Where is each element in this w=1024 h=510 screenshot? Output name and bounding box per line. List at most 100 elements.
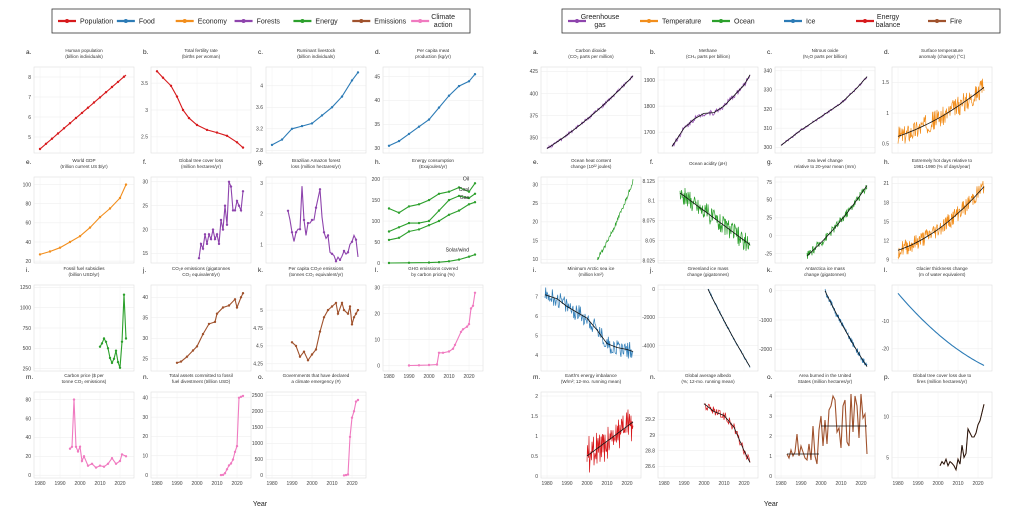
y-tick-label: 75 bbox=[766, 180, 772, 186]
panel-title-line: (m of water equivalent) bbox=[919, 272, 966, 277]
y-tick-label: 350 bbox=[530, 136, 539, 142]
panel-frame bbox=[774, 66, 876, 154]
data-point bbox=[342, 308, 346, 312]
panel-letter: l. bbox=[375, 267, 378, 274]
y-tick-label: 2 bbox=[535, 394, 538, 400]
panel-title-line: (%; 12-mo. running mean) bbox=[681, 379, 735, 384]
data-point bbox=[407, 364, 411, 367]
data-point bbox=[74, 445, 78, 448]
panel-title-line: (CH₄ parts per billion) bbox=[686, 54, 730, 59]
panel-title-line: a climate emergency (#) bbox=[291, 379, 341, 384]
data-point bbox=[80, 111, 84, 115]
y-tick-label: 20 bbox=[532, 220, 538, 226]
data-point bbox=[447, 198, 451, 202]
data-point bbox=[387, 144, 391, 147]
y-tick-label: 30 bbox=[142, 336, 148, 342]
panel-Rl: l. Glacier thickness change(m of water eq… bbox=[882, 266, 993, 372]
data-point bbox=[326, 234, 330, 237]
data-point bbox=[98, 96, 102, 99]
y-tick-label: 29.2 bbox=[645, 417, 655, 423]
panel-letter: j. bbox=[142, 267, 146, 274]
y-tick-label: 30 bbox=[374, 146, 380, 152]
panel-Lh: h. Energy consumption(Exajoules/yr) 0 50 100… bbox=[372, 158, 484, 267]
left-legend-swatch-marker bbox=[418, 19, 423, 23]
data-point bbox=[348, 435, 352, 439]
data-point bbox=[435, 363, 439, 366]
data-point bbox=[100, 342, 104, 345]
data-point bbox=[175, 361, 179, 364]
y-tick-label: 1800 bbox=[644, 104, 655, 110]
data-point bbox=[76, 450, 80, 453]
y-tick-label: 80 bbox=[25, 397, 31, 403]
data-point bbox=[437, 261, 441, 264]
data-point bbox=[102, 337, 106, 340]
data-point bbox=[205, 242, 209, 246]
y-tick-label: 310 bbox=[764, 126, 773, 132]
panel-title-line: Earth's energy imbalance bbox=[565, 373, 617, 378]
data-point bbox=[427, 363, 431, 367]
panel-title-line: (million km²) bbox=[578, 272, 603, 277]
data-point bbox=[427, 261, 431, 264]
data-point bbox=[397, 236, 401, 239]
x-tick-label: 2020 bbox=[738, 481, 749, 487]
data-point bbox=[80, 459, 84, 463]
trend-line bbox=[806, 185, 868, 257]
data-point bbox=[451, 347, 455, 350]
y-tick-label: 4 bbox=[769, 394, 772, 400]
panel-title-line: production (kg/yr) bbox=[415, 54, 451, 59]
y-tick-label: 20 bbox=[25, 454, 31, 460]
data-point bbox=[310, 353, 314, 356]
y-tick-label: 20 bbox=[374, 311, 380, 317]
data-point bbox=[340, 301, 344, 305]
data-point bbox=[326, 308, 330, 312]
data-point bbox=[74, 116, 78, 120]
y-tick-label: 250 bbox=[23, 366, 32, 372]
data-point bbox=[98, 215, 102, 219]
panel-Rb: b. Methane(CH₄ parts per billion) 1700 1800… bbox=[644, 48, 759, 154]
data-point bbox=[175, 95, 179, 98]
data-point bbox=[225, 468, 229, 471]
data-point bbox=[211, 228, 215, 231]
panel-title-line: Nitrous oxide bbox=[812, 48, 839, 53]
data-point bbox=[314, 348, 318, 351]
data-point bbox=[342, 474, 346, 477]
data-point bbox=[201, 247, 205, 250]
data-point bbox=[215, 312, 219, 315]
x-tick-label: 2000 bbox=[191, 481, 202, 487]
left-legend-item-1: Food bbox=[116, 19, 155, 26]
right-legend-label: Energy bbox=[877, 14, 900, 21]
panel-frame bbox=[265, 391, 367, 479]
y-tick-label: 300 bbox=[764, 145, 773, 151]
data-point bbox=[286, 209, 290, 212]
data-point bbox=[116, 80, 120, 84]
panel-Rf: f. Ocean acidity (pH) 8.025 8.05 8.075 8.1 8.1… bbox=[642, 159, 759, 264]
x-tick-label: 2010 bbox=[326, 481, 337, 487]
panel-frame bbox=[657, 284, 759, 372]
data-point bbox=[473, 253, 477, 256]
x-tick-label: 2000 bbox=[306, 481, 317, 487]
data-point bbox=[407, 221, 411, 225]
data-point bbox=[306, 359, 310, 362]
data-point bbox=[302, 350, 306, 353]
data-point bbox=[342, 249, 346, 253]
data-point bbox=[38, 253, 42, 256]
data-point bbox=[227, 464, 231, 467]
data-point bbox=[201, 332, 205, 336]
right-legend-label: Fire bbox=[950, 19, 962, 26]
panel-frame bbox=[150, 284, 252, 372]
data-point bbox=[473, 192, 477, 195]
data-point bbox=[294, 344, 298, 348]
y-tick-label: -4000 bbox=[642, 343, 655, 349]
data-point bbox=[318, 188, 322, 191]
data-point bbox=[352, 316, 356, 319]
data-point bbox=[124, 337, 128, 340]
data-point bbox=[387, 261, 391, 265]
y-tick-label: 60 bbox=[25, 221, 31, 227]
y-tick-label: 8.05 bbox=[645, 239, 655, 245]
data-point bbox=[322, 231, 326, 234]
data-point bbox=[314, 206, 318, 209]
trend-line bbox=[897, 186, 985, 251]
